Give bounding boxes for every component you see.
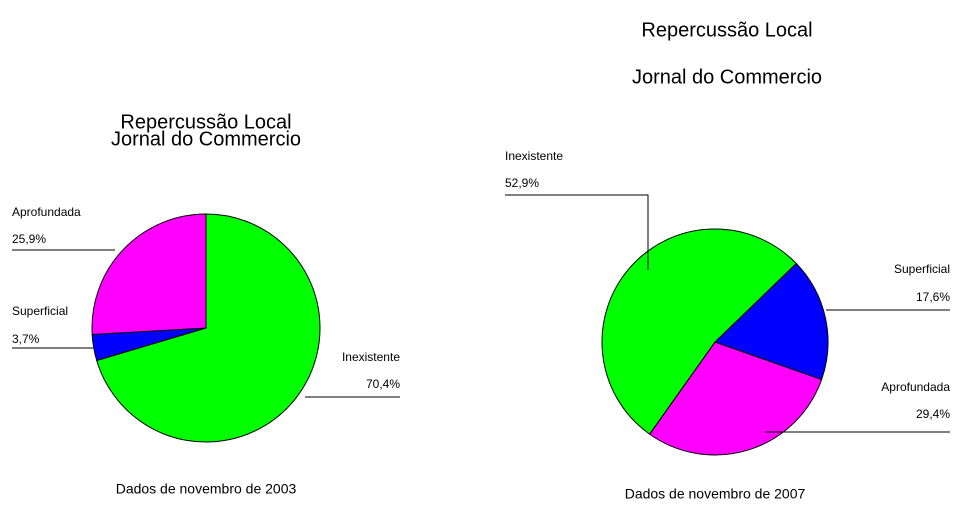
chart-note: Dados de novembro de 2007: [625, 486, 806, 502]
chart-title: Repercussão Local: [641, 19, 812, 41]
pie-slice: [601, 228, 797, 435]
slice-value-label: 52,9%: [505, 176, 539, 190]
slice-label: Superficial: [894, 262, 950, 276]
slice-label: Aprofundada: [12, 205, 81, 219]
slice-label: Aprofundada: [881, 380, 950, 394]
pie-slice: [648, 341, 823, 456]
pie-slice: [91, 213, 207, 335]
pie-slice: [96, 213, 321, 443]
chart-subtitle: Jornal do Commercio: [632, 66, 822, 88]
slice-value-label: 3,7%: [12, 332, 40, 346]
leader-line: [505, 194, 649, 270]
slice-label: Inexistente: [505, 149, 563, 163]
chart-subtitle: Jornal do Commercio: [111, 128, 301, 150]
slice-label: Superficial: [12, 304, 68, 318]
chart-note: Dados de novembro de 2003: [116, 481, 297, 497]
pie-slice: [714, 262, 829, 381]
chart-title: Repercussão Local: [120, 111, 291, 133]
slice-label: Inexistente: [342, 350, 400, 364]
slice-value-label: 70,4%: [366, 377, 400, 391]
slice-value-label: 29,4%: [916, 407, 950, 421]
slice-value-label: 17,6%: [916, 290, 950, 304]
slice-value-label: 25,9%: [12, 232, 46, 246]
